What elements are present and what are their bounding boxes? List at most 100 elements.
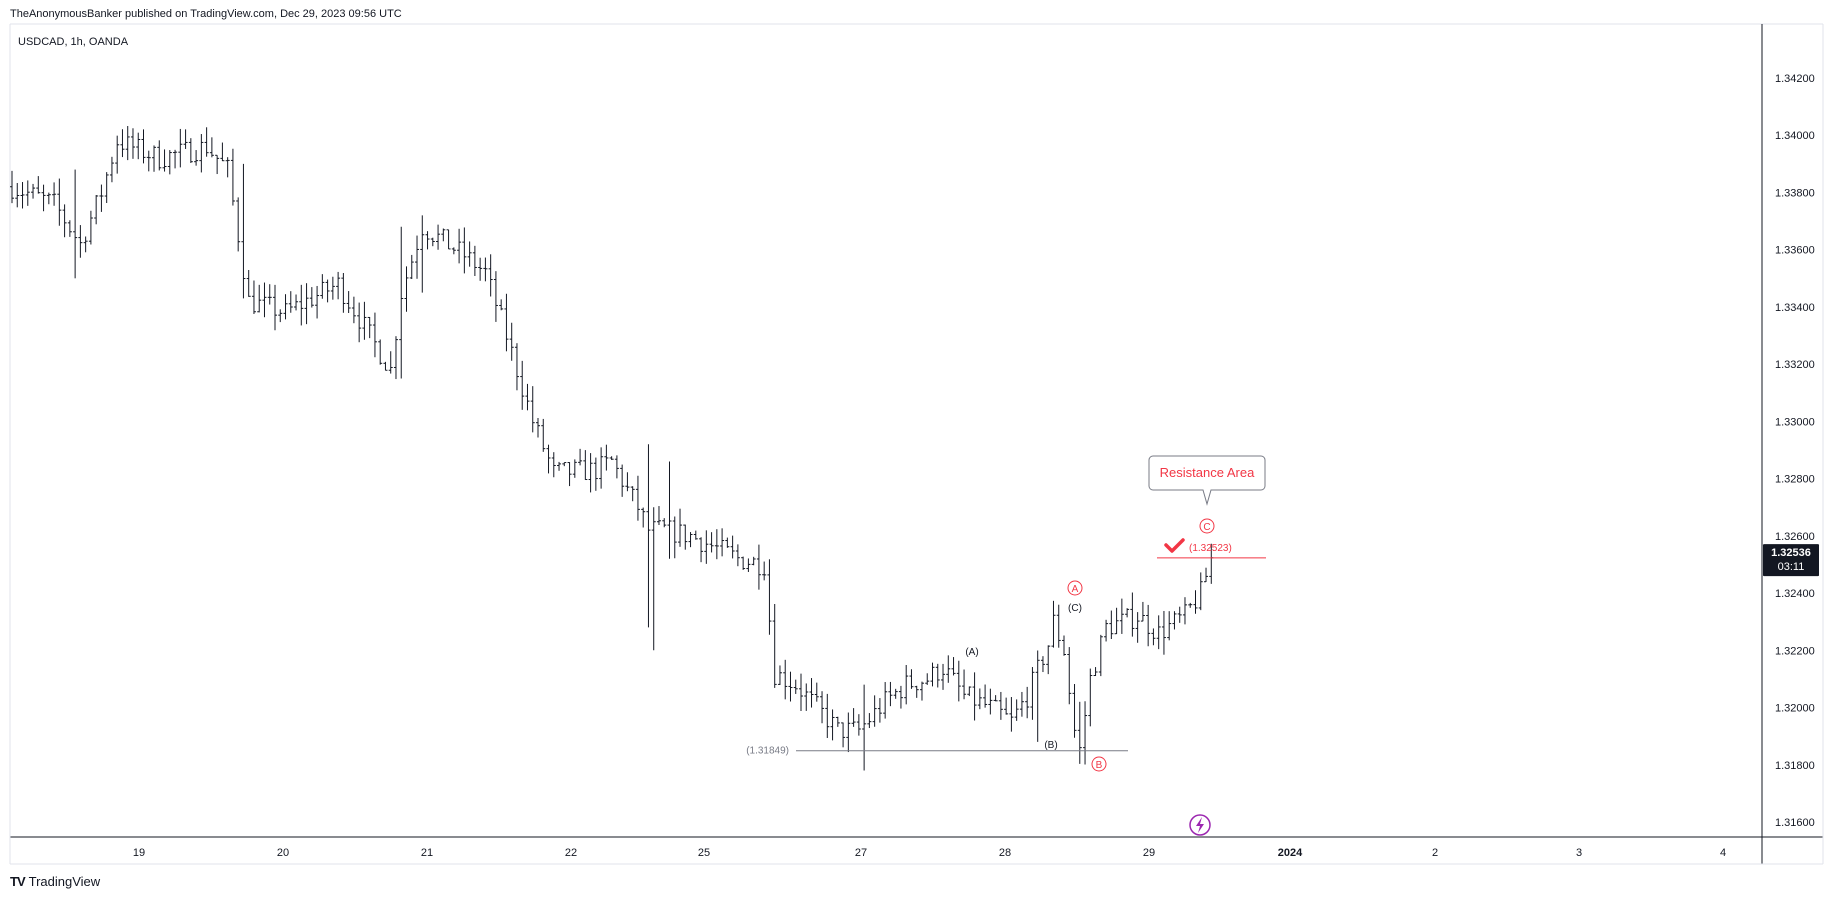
- svg-text:C: C: [1203, 522, 1210, 533]
- ohlc-bar: [467, 241, 472, 267]
- ohlc-bar: [893, 688, 898, 699]
- ohlc-bar: [1146, 604, 1151, 647]
- svg-text:03:11: 03:11: [1778, 561, 1805, 573]
- ohlc-bar: [483, 257, 488, 282]
- wave-label-black-c: (C): [1068, 603, 1082, 614]
- ohlc-bar: [31, 183, 36, 199]
- ohlc-bar: [751, 556, 756, 566]
- ohlc-bar: [783, 659, 788, 700]
- ohlc-bar: [441, 228, 446, 242]
- price-tick-label: 1.33200: [1775, 359, 1815, 371]
- ohlc-bar: [772, 604, 777, 688]
- ohlc-bar: [799, 673, 803, 711]
- time-tick-label: 27: [855, 847, 867, 859]
- ohlc-bar: [99, 184, 104, 212]
- ohlc-bar: [1167, 611, 1172, 641]
- ohlc-bar: [420, 215, 425, 293]
- price-tick-label: 1.33600: [1775, 245, 1815, 257]
- ohlc-bar: [699, 537, 704, 563]
- time-tick-label: 2: [1432, 847, 1438, 859]
- ohlc-bar: [130, 128, 135, 159]
- resistance-callout-box[interactable]: [1148, 455, 1266, 506]
- ohlc-bar: [152, 145, 157, 172]
- ohlc-bar: [557, 461, 562, 471]
- ohlc-bar: [962, 669, 967, 700]
- ohlc-bar: [599, 447, 604, 489]
- ohlc-bar: [320, 274, 325, 299]
- price-tick-label: 1.34200: [1775, 73, 1815, 85]
- ohlc-bar: [525, 383, 530, 411]
- ohlc-bar: [1093, 667, 1098, 677]
- ohlc-bar: [1035, 650, 1040, 742]
- ohlc-bar: [383, 361, 388, 371]
- time-tick-label: 3: [1576, 847, 1582, 859]
- ohlc-bar: [446, 229, 451, 250]
- ohlc-bar: [1125, 608, 1130, 618]
- ohlc-bar: [141, 129, 146, 164]
- ohlc-bar: [294, 294, 299, 311]
- ohlc-bar: [199, 134, 204, 173]
- price-axis[interactable]: 1.34200 1.34000 1.33800 1.33600 1.33400 1.332…: [1775, 73, 1815, 829]
- price-tick-label: 1.32800: [1775, 474, 1815, 486]
- ohlc-bar: [862, 684, 867, 771]
- ohlc-bar: [614, 455, 619, 479]
- ohlc-bar: [399, 226, 404, 379]
- ohlc-bar: [688, 532, 693, 548]
- ohlc-bar: [393, 336, 398, 380]
- tradingview-logo-icon: TV: [10, 874, 26, 889]
- ohlc-bar: [267, 284, 272, 305]
- ohlc-bar: [741, 556, 746, 570]
- ohlc-bar: [230, 148, 235, 206]
- footer-brand[interactable]: TV TradingView: [10, 874, 100, 889]
- ohlc-bar: [583, 450, 588, 481]
- price-tick-label: 1.32600: [1775, 531, 1815, 543]
- time-tick-label: 22: [565, 847, 577, 859]
- wave-label-black-b: (B): [1044, 740, 1057, 751]
- ohlc-bar: [1119, 598, 1124, 634]
- footer-brand-label: TradingView: [28, 874, 101, 889]
- ohlc-bar: [20, 182, 25, 209]
- ohlc-bar: [178, 128, 183, 168]
- ohlc-bar: [88, 210, 93, 245]
- ohlc-bar: [678, 508, 683, 547]
- ohlc-bar: [541, 418, 546, 452]
- ohlc-bar: [998, 691, 1003, 720]
- ohlc-bar: [372, 312, 377, 358]
- ohlc-bar: [904, 665, 909, 705]
- ohlc-bar: [157, 140, 162, 171]
- ohlc-bar: [1135, 612, 1140, 643]
- ohlc-bar: [162, 149, 167, 172]
- ohlc-bar: [993, 695, 998, 702]
- ohlc-bar: [257, 284, 262, 313]
- ohlc-bar: [409, 254, 414, 279]
- ohlc-bar: [1130, 592, 1135, 637]
- ohlc-bar: [1025, 686, 1030, 719]
- ohlc-bar: [251, 280, 256, 315]
- symbol-info[interactable]: USDCAD, 1h, OANDA: [18, 36, 129, 48]
- ohlc-bar: [1161, 610, 1166, 655]
- lightning-icon[interactable]: [1189, 814, 1211, 836]
- ohlc-bar: [630, 486, 635, 502]
- time-axis[interactable]: 19 20 21 22 25 27 28 29 2024 2 3 4: [133, 847, 1726, 859]
- ohlc-bar: [1067, 647, 1072, 705]
- ohlc-bar: [1182, 597, 1187, 625]
- time-tick-label: 25: [698, 847, 710, 859]
- ohlc-bars: [10, 126, 1214, 771]
- ohlc-bar: [693, 530, 698, 540]
- ohlc-bar: [304, 283, 309, 325]
- ohlc-bar: [635, 475, 640, 521]
- ohlc-bar: [1046, 645, 1051, 675]
- ohlc-bar: [83, 236, 88, 253]
- ohlc-bar: [814, 682, 819, 702]
- ohlc-bar: [1198, 572, 1203, 611]
- price-tick-label: 1.32400: [1775, 588, 1815, 600]
- ohlc-bar: [888, 681, 893, 707]
- ohlc-bar: [25, 180, 30, 206]
- resistance-callout-text: Resistance Area: [1160, 465, 1255, 480]
- ohlc-bar: [946, 655, 951, 683]
- ohlc-bar: [41, 184, 46, 212]
- ohlc-bar: [562, 462, 567, 467]
- ohlc-bar: [835, 716, 840, 727]
- ohlc-bar: [830, 709, 835, 741]
